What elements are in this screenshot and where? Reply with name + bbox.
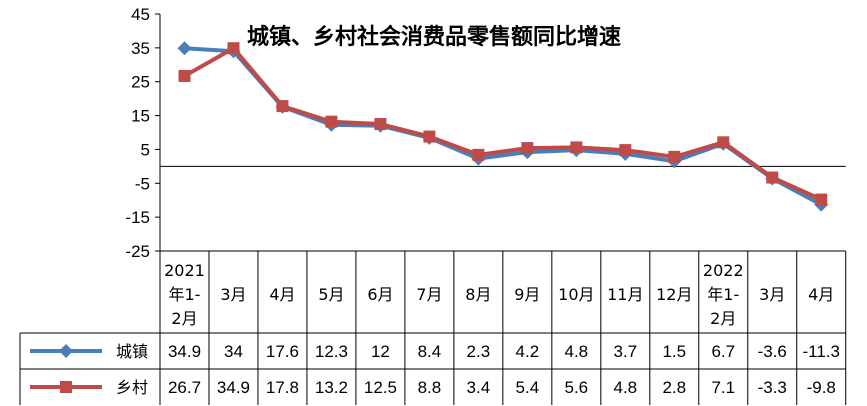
y-axis: 45 35 25 15 5 -5 -15 -25	[125, 5, 846, 261]
series-markers	[177, 41, 829, 212]
series-line-0	[184, 46, 823, 207]
y-tick-label: -5	[135, 174, 150, 193]
category-label: 年1-	[707, 285, 739, 304]
data-cell-label: 8.8	[418, 378, 442, 397]
category-label: 8月	[465, 285, 491, 304]
category-label: 3月	[220, 285, 246, 304]
data-cell-label: 5.4	[516, 378, 540, 397]
data-cell-label: 34.9	[217, 378, 250, 397]
data-cell-label: 3.7	[613, 342, 637, 361]
data-cell-label: 2.8	[662, 378, 686, 397]
y-tick-label: 15	[131, 107, 150, 126]
data-point-square	[227, 42, 240, 55]
data-cell-label: 8.4	[418, 342, 442, 361]
data-point-square	[766, 171, 779, 184]
y-tick-label: 45	[131, 5, 150, 24]
data-cell-label: 2.3	[467, 342, 491, 361]
data-table-lines	[19, 250, 847, 405]
data-cell-label: 13.2	[315, 378, 348, 397]
category-label: 4月	[269, 285, 295, 304]
series-name-1: 乡村	[116, 378, 148, 397]
data-cell-label: -3.3	[758, 378, 787, 397]
data-cell-label: 1.5	[662, 342, 686, 361]
data-point-square	[619, 144, 632, 157]
data-point-square	[178, 69, 191, 82]
category-label: 11月	[607, 285, 643, 304]
data-point-square	[374, 118, 387, 131]
data-cell-label: 12.5	[364, 378, 397, 397]
data-cell-label: -11.3	[802, 342, 840, 361]
data-cell-label: 12	[371, 342, 390, 361]
category-label: 6月	[367, 285, 393, 304]
y-tick-label: -15	[125, 208, 150, 227]
data-cell-label: 7.1	[711, 378, 735, 397]
y-tick-label: 25	[131, 73, 150, 92]
data-cell-label: 17.6	[266, 342, 299, 361]
data-cell-label: 4.8	[565, 342, 589, 361]
data-point-square	[815, 193, 828, 206]
category-label: 12月	[656, 285, 692, 304]
y-tick-label: -25	[125, 242, 150, 261]
data-cell-label: 4.2	[516, 342, 540, 361]
series-line-1	[183, 46, 823, 202]
data-cell-label: -9.8	[807, 378, 836, 397]
series-lines	[183, 46, 823, 207]
series-name-0: 城镇	[116, 342, 148, 361]
data-cell-label: 5.6	[565, 378, 589, 397]
data-point-square	[570, 141, 583, 154]
category-label: 7月	[416, 285, 442, 304]
category-label: 年1-	[169, 285, 201, 304]
category-label: 10月	[558, 285, 594, 304]
data-point-square	[521, 142, 534, 155]
category-label: 2月	[710, 309, 736, 328]
data-point-square	[472, 148, 485, 161]
data-cell-label: 3.4	[467, 378, 491, 397]
chart-title: 城镇、乡村社会消费品零售额同比增速	[247, 24, 621, 50]
category-label: 9月	[514, 285, 540, 304]
category-label: 5月	[318, 285, 344, 304]
data-point-square	[668, 150, 681, 163]
data-cell-label: -3.6	[758, 342, 787, 361]
data-cell-label: 6.7	[711, 342, 735, 361]
category-label: 2022	[703, 261, 744, 280]
legend-key-square	[60, 381, 72, 393]
data-cell-label: 12.3	[315, 342, 348, 361]
data-point-diamond	[177, 41, 192, 56]
data-cell-label: 34	[224, 342, 243, 361]
data-point-square	[325, 115, 338, 128]
data-cell-label: 17.8	[266, 378, 299, 397]
data-point-square	[717, 136, 730, 149]
data-cell-label: 34.9	[168, 342, 201, 361]
category-label: 2021	[164, 261, 205, 280]
y-tick-label: 5	[141, 140, 150, 159]
legend-key-diamond	[59, 344, 73, 358]
data-point-square	[276, 100, 289, 113]
category-label: 3月	[759, 285, 785, 304]
chart-text: 城镇、乡村社会消费品零售额同比增速 2021 年1- 2月 3月 4月 5月 6月 7月 8月 9…	[116, 24, 840, 397]
category-label: 2月	[171, 309, 197, 328]
y-tick-label: 35	[131, 39, 150, 58]
category-label: 4月	[808, 285, 834, 304]
data-cell-label: 4.8	[613, 378, 637, 397]
data-point-square	[423, 130, 436, 143]
data-cell-label: 26.7	[168, 378, 201, 397]
